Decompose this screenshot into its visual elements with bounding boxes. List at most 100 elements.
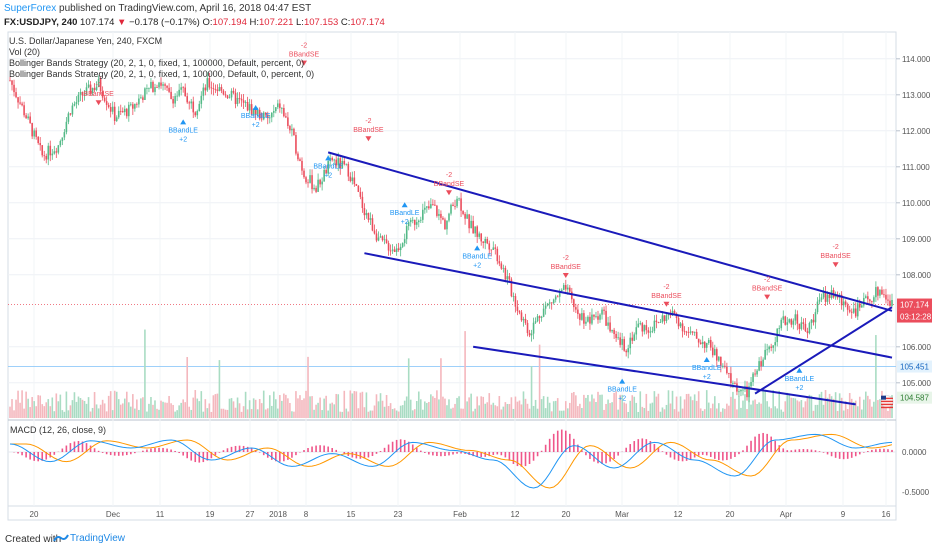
volume-bar [180, 402, 182, 418]
flag-stripe [881, 403, 893, 406]
volume-bar [558, 410, 561, 418]
volume-bar [377, 401, 380, 418]
footer-brand[interactable]: TradingView [70, 533, 126, 544]
macd-histogram-bar [633, 441, 636, 452]
trendlines[interactable] [327, 151, 893, 406]
candle-body [691, 331, 694, 333]
candle-body [516, 306, 519, 311]
candle-body [528, 333, 531, 336]
price-chart[interactable]: -2 BBandSE BBandLE +2 BBandLE +2 -2 BBandSE BBan… [0, 0, 932, 526]
macd-histogram-bar [802, 449, 805, 452]
volume-bar [774, 406, 777, 418]
volume-bar [858, 396, 861, 418]
signal-label: BBandLE [462, 253, 492, 260]
candle-body [422, 209, 424, 220]
candle-body [713, 349, 716, 356]
macd-legend[interactable]: MACD (12, 26, close, 9) [10, 425, 107, 435]
trendline [364, 252, 893, 359]
time-axis[interactable]: 20 Dec 11 19 27 2018 8 15 23 Feb 12 20 Mar 12 20 Apr 9 16 [30, 510, 891, 519]
volume-bar [468, 397, 470, 418]
volume-bar [355, 391, 358, 418]
volume-bar [659, 411, 662, 418]
volume-bar [742, 400, 744, 418]
volume-bar [13, 410, 15, 418]
volume-bar [315, 404, 317, 418]
arrow-down-icon [562, 273, 569, 278]
volume-bar [718, 403, 720, 418]
volume-bar [875, 335, 877, 418]
volume-bar [639, 391, 642, 418]
macd-histogram-bar [287, 452, 289, 460]
volume-bar [91, 407, 94, 418]
candle-body [190, 101, 193, 104]
macd-histogram-bar [512, 452, 515, 464]
macd-histogram-bar [858, 452, 861, 455]
volume-bar [631, 395, 634, 418]
candle-body [583, 313, 585, 324]
candle-body [146, 88, 148, 89]
candle-body [750, 381, 752, 387]
volume-bar [617, 409, 619, 418]
macd-histogram-bar [432, 452, 434, 456]
volume-bar [722, 408, 724, 418]
candle-body [270, 112, 273, 118]
volume-bar [272, 391, 275, 418]
candle-body [705, 343, 708, 348]
volume-bar [613, 392, 615, 418]
volume-bar [339, 411, 342, 418]
signal-qty: -2 [563, 255, 569, 262]
volume-bar [790, 397, 793, 418]
volume-bar [407, 358, 410, 418]
macd-histogram-bar [440, 452, 442, 457]
macd-histogram-bar [166, 448, 168, 452]
volume-bar [637, 411, 640, 418]
volume-bar [57, 401, 60, 418]
candle-body [395, 248, 398, 252]
macd-histogram-bar [544, 444, 547, 452]
legend-strategy-1[interactable]: Bollinger Bands Strategy (20, 2, 1, 0, f… [9, 58, 305, 68]
volume-bar [295, 391, 297, 418]
volume-bar [828, 393, 831, 418]
volume-bar [365, 392, 368, 418]
candle-body [655, 320, 658, 323]
legend-strategy-2[interactable]: Bollinger Bands Strategy (20, 2, 1, 0, f… [9, 69, 315, 79]
volume-bar [808, 394, 811, 418]
volume-bar [824, 390, 827, 418]
candle-body [256, 109, 259, 115]
volume-bar [623, 402, 625, 418]
macd-histogram-bar [693, 452, 696, 458]
legend-volume[interactable]: Vol (20) [9, 47, 41, 57]
price-tick-label: 112.000 [902, 127, 931, 136]
candle-body [814, 312, 817, 323]
macd-histogram-bar [758, 433, 760, 452]
volume-bar [863, 399, 865, 418]
volume-bar [144, 329, 146, 418]
volume-bar [498, 396, 501, 418]
macd-histogram-bar [37, 452, 39, 462]
volume-bar [428, 401, 430, 418]
volume-bar [792, 398, 795, 418]
candle-body [401, 243, 404, 247]
macd-histogram-bar [238, 445, 241, 452]
macd-histogram-bar [887, 449, 889, 452]
volume-bar [750, 404, 752, 418]
volume-bar [325, 395, 327, 418]
candle-body [252, 108, 255, 115]
candle-body [828, 294, 831, 298]
candle-body [494, 247, 497, 249]
candle-body [383, 239, 386, 241]
candle-body [685, 331, 688, 333]
publisher-name[interactable]: SuperForex [4, 3, 57, 14]
volume-bar [440, 358, 442, 418]
volume-bar [293, 411, 295, 418]
price-axis[interactable]: 114.000 113.000 112.000 111.000 110.000 109.0… [880, 55, 932, 497]
volume-bar [867, 395, 869, 418]
close-value: 107.174 [350, 17, 385, 28]
candle-body [262, 112, 265, 120]
candle-body [111, 106, 114, 112]
volume-bar [192, 397, 195, 418]
candle-body [21, 103, 23, 106]
volume-bar [387, 406, 390, 418]
macd-histogram-bar [182, 452, 184, 456]
volume-bar [375, 394, 378, 418]
